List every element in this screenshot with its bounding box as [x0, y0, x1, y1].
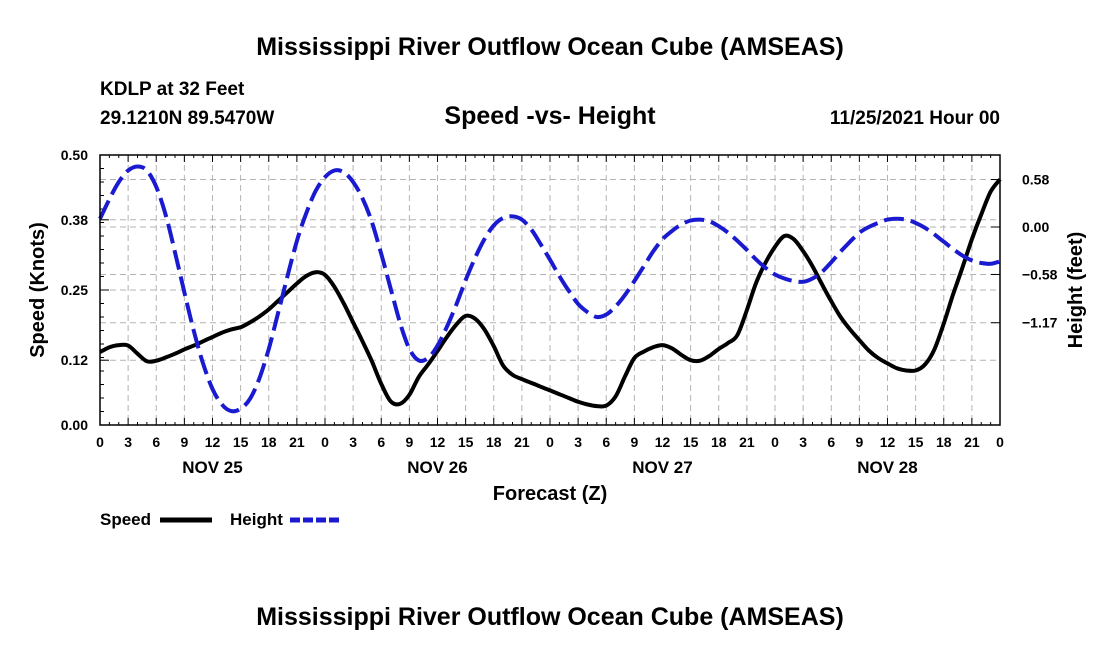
series-line-speed [99, 178, 1002, 409]
station-label: KDLP at 32 Feet [100, 79, 245, 100]
x-tick-label: 9 [180, 434, 188, 450]
x-tick-label: 6 [152, 434, 160, 450]
left-tick-label: 0.25 [61, 282, 88, 298]
x-tick-label: 3 [574, 434, 582, 450]
day-label: NOV 27 [632, 458, 692, 477]
x-tick-label: 18 [711, 434, 727, 450]
x-tick-label: 12 [880, 434, 896, 450]
x-axis-label: Forecast (Z) [493, 483, 607, 505]
chart-title: Speed -vs- Height [444, 102, 656, 130]
left-tick-label: 0.00 [61, 417, 88, 433]
x-tick-label: 18 [936, 434, 952, 450]
day-label: NOV 26 [407, 458, 467, 477]
x-tick-label: 6 [827, 434, 835, 450]
x-tick-label: 18 [261, 434, 277, 450]
x-tick-label: 3 [124, 434, 132, 450]
bottom-title: Mississippi River Outflow Ocean Cube (AM… [256, 603, 844, 631]
x-tick-label: 12 [430, 434, 446, 450]
x-tick-label: 0 [96, 434, 104, 450]
right-tick-label: −1.17 [1022, 315, 1058, 331]
x-tick-label: 21 [964, 434, 980, 450]
x-tick-label: 3 [349, 434, 357, 450]
page-title: Mississippi River Outflow Ocean Cube (AM… [256, 33, 844, 61]
day-label: NOV 28 [857, 458, 917, 477]
left-tick-label: 0.12 [61, 352, 88, 368]
y-axis-left-label: Speed (Knots) [27, 222, 49, 358]
x-tick-label: 12 [205, 434, 221, 450]
x-tick-label: 18 [486, 434, 502, 450]
x-tick-label: 21 [739, 434, 755, 450]
station-coords: 29.1210N 89.5470W [100, 108, 274, 129]
legend-speed-label: Speed [100, 510, 151, 529]
x-tick-label: 0 [771, 434, 779, 450]
x-tick-label: 9 [630, 434, 638, 450]
plot-frame [99, 154, 1001, 426]
legend-height-label: Height [230, 510, 283, 529]
x-tick-label: 6 [377, 434, 385, 450]
tick-labels: 0 3 6 9 12 15 18 21 0 3 6 9 12 15 18 21 0 3 6 9 12 15 18 21 0 3 6 9… [61, 147, 1058, 477]
x-tick-label: 0 [321, 434, 329, 450]
forecast-datetime: 11/25/2021 Hour 00 [830, 108, 1000, 129]
legend: Speed Height [100, 510, 342, 529]
x-tick-label: 0 [546, 434, 554, 450]
x-tick-label: 15 [458, 434, 474, 450]
x-tick-label: 15 [908, 434, 924, 450]
x-tick-label: 9 [405, 434, 413, 450]
x-tick-label: 15 [233, 434, 249, 450]
y-axis-right-label: Height (feet) [1065, 232, 1087, 349]
x-tick-label: 0 [996, 434, 1004, 450]
series-group [98, 164, 1002, 414]
right-tick-label: 0.58 [1022, 172, 1049, 188]
x-tick-label: 6 [602, 434, 610, 450]
left-tick-label: 0.38 [61, 212, 88, 228]
grid-lines [100, 155, 1000, 425]
x-tick-label: 3 [799, 434, 807, 450]
series-line-height [98, 164, 1001, 414]
x-tick-label: 9 [855, 434, 863, 450]
right-tick-label: 0.00 [1022, 219, 1049, 235]
x-tick-label: 12 [655, 434, 671, 450]
day-label: NOV 25 [182, 458, 242, 477]
x-tick-label: 21 [289, 434, 305, 450]
right-tick-label: −0.58 [1022, 266, 1058, 282]
x-tick-label: 21 [514, 434, 530, 450]
left-tick-label: 0.50 [61, 147, 88, 163]
x-tick-label: 15 [683, 434, 699, 450]
